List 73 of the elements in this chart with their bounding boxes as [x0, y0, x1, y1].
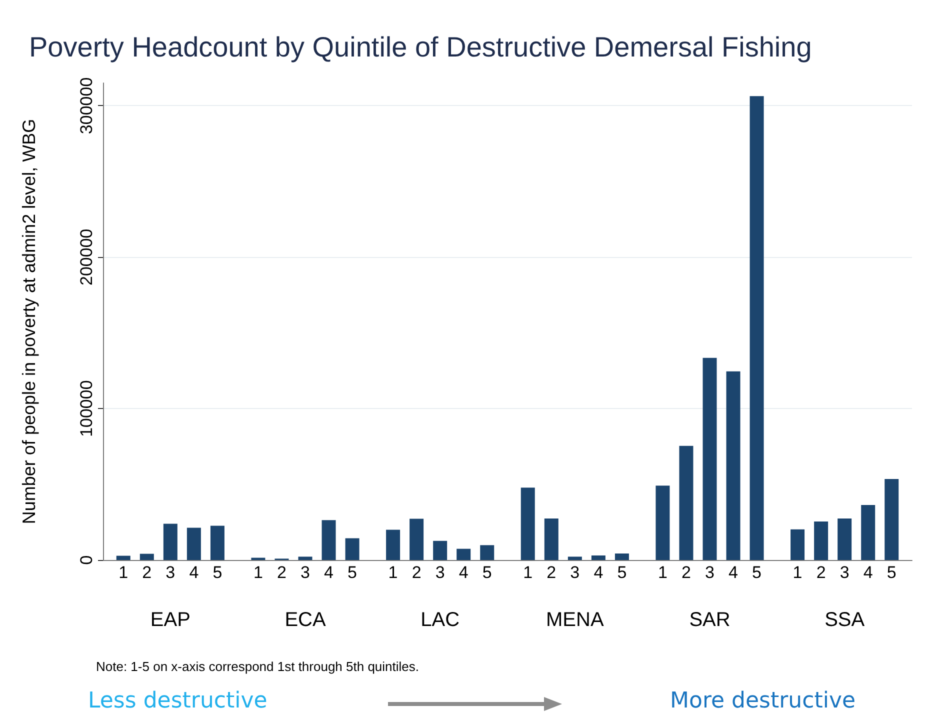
- text: 4: [458, 563, 468, 582]
- bar: [861, 505, 876, 560]
- x-tick-label: EAP: [150, 609, 190, 631]
- text: 1: [792, 563, 802, 582]
- text: 5: [886, 563, 896, 582]
- text: 3: [300, 563, 310, 582]
- bar: [568, 556, 582, 560]
- series-label: 1: [118, 563, 128, 582]
- text: More destructive: [670, 688, 856, 714]
- bar: [520, 488, 535, 560]
- text: 4: [863, 563, 873, 582]
- bar: [186, 528, 201, 560]
- bar: [433, 540, 448, 560]
- text: 4: [594, 563, 604, 582]
- text: 3: [705, 563, 714, 582]
- bar: [838, 518, 852, 560]
- x-tick-label: SSA: [824, 609, 866, 631]
- text: 5: [617, 563, 627, 582]
- text: 5: [348, 563, 358, 582]
- bar: [790, 529, 805, 560]
- bar: [480, 545, 494, 560]
- text: 3: [840, 563, 850, 582]
- bar: [656, 486, 670, 560]
- series-label: 2: [142, 563, 152, 582]
- text: Note: 1-5 on x-axis correspond 1st through 5th quintiles.: [96, 659, 420, 674]
- text: Less destructive: [88, 688, 268, 714]
- series-label: 3: [166, 563, 176, 582]
- text: 2: [276, 563, 286, 582]
- text: 2: [546, 563, 556, 582]
- text: 2: [816, 563, 826, 582]
- y-tick-label: 0: [77, 555, 96, 565]
- bar: [386, 530, 400, 560]
- bar: [544, 518, 558, 560]
- chart-title: Poverty Headcount by Quintile of Destructive Demersal Fishing: [29, 32, 812, 62]
- bar: [884, 478, 899, 560]
- bar: [702, 358, 717, 560]
- bar: [210, 526, 224, 560]
- bar: [750, 96, 764, 560]
- y-tick-label: 300000: [77, 77, 96, 134]
- text: 3: [435, 563, 445, 582]
- text: 3: [570, 563, 580, 582]
- text: 1: [658, 563, 668, 582]
- bar: [322, 520, 336, 560]
- text: 1: [253, 563, 263, 582]
- bar: [140, 554, 154, 560]
- bar: [814, 522, 828, 560]
- x-tick-label: ECA: [284, 609, 326, 631]
- text: 2: [412, 563, 422, 582]
- text: 1: [523, 563, 533, 582]
- bar: [163, 524, 178, 560]
- text: 4: [728, 563, 738, 582]
- x-tick-label: LAC: [420, 609, 460, 631]
- y-axis-title: Number of people in poverty at admin2 level, WBG: [19, 118, 39, 524]
- text: 5: [752, 563, 762, 582]
- y-tick-label: 100000: [77, 380, 96, 437]
- x-tick-label: SAR: [689, 609, 730, 631]
- y-tick-label: 200000: [77, 228, 96, 286]
- bar: [726, 371, 740, 560]
- bar: [614, 553, 629, 560]
- bar: [410, 518, 424, 560]
- text: 4: [324, 563, 334, 582]
- bar: [591, 555, 606, 560]
- x-tick-label: MENA: [546, 609, 604, 631]
- bar: [298, 556, 312, 560]
- series-label: 4: [189, 563, 199, 582]
- bar: [116, 556, 130, 560]
- text: 5: [482, 563, 492, 582]
- bar: [345, 538, 360, 560]
- bar: [679, 446, 694, 560]
- text: 2: [681, 563, 691, 582]
- bar: [456, 548, 471, 560]
- text: 1: [388, 563, 398, 582]
- series-label: 5: [212, 563, 222, 582]
